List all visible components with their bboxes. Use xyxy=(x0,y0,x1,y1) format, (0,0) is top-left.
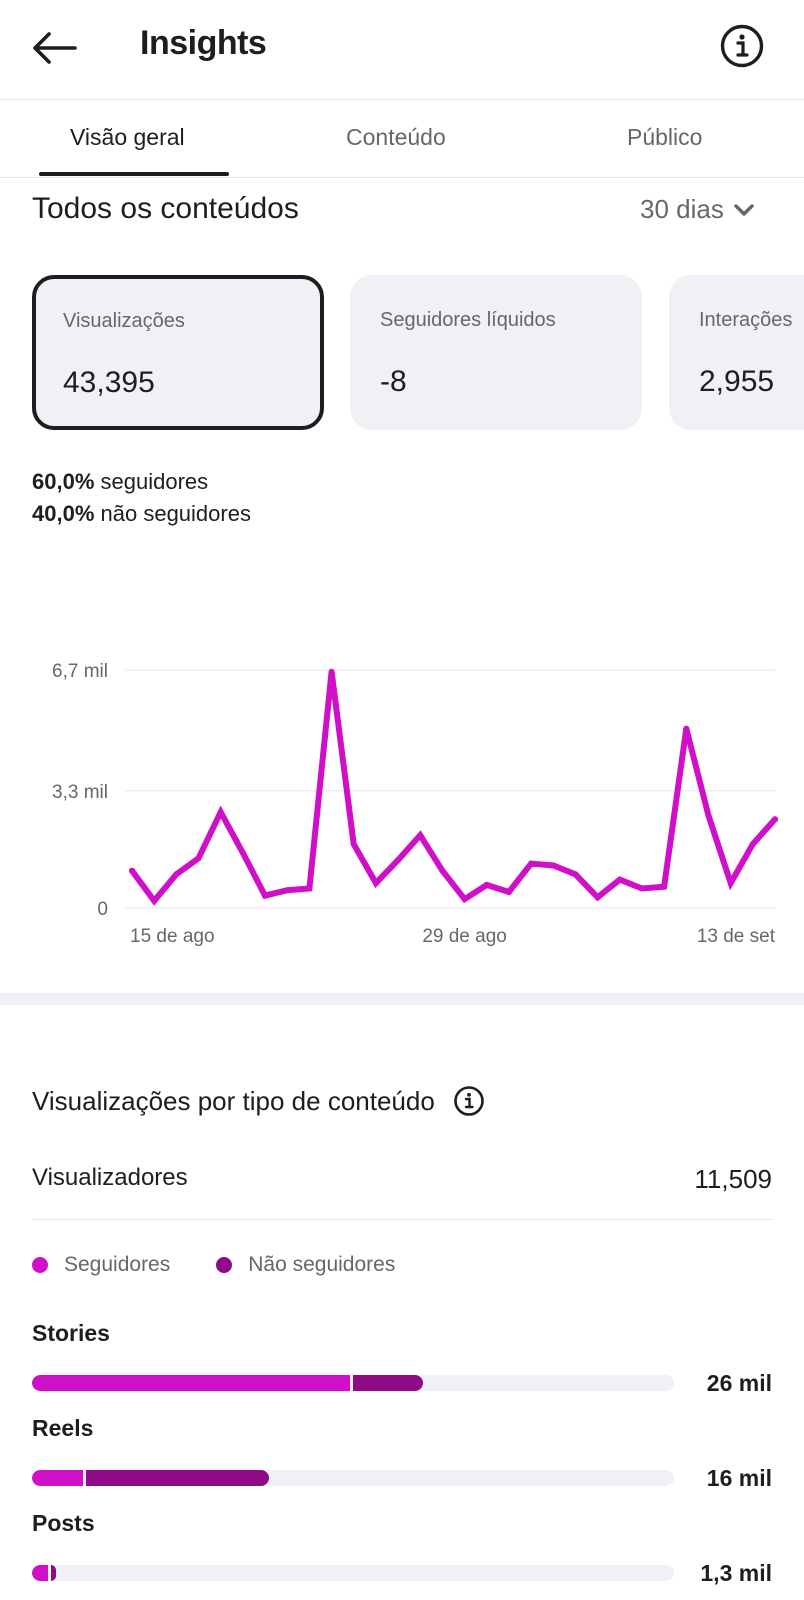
page-title: Insights xyxy=(140,24,267,62)
data-point xyxy=(661,883,668,890)
followers-segment xyxy=(32,1375,350,1391)
content-row-value: 26 mil xyxy=(706,1370,772,1396)
metric-card-label: Visualizações xyxy=(63,310,185,332)
data-point xyxy=(749,841,756,848)
followers-segment xyxy=(32,1470,84,1486)
content-row-value: 1,3 mil xyxy=(700,1560,772,1586)
legend-item-nonfollowers: Não seguidores xyxy=(216,1253,395,1277)
content-row-label: Posts xyxy=(32,1510,95,1536)
data-point xyxy=(439,867,446,874)
data-point xyxy=(350,841,357,848)
back-button[interactable] xyxy=(28,22,80,74)
metric-card-value: 2,955 xyxy=(699,365,775,398)
metric-card-views[interactable]: Visualizações 43,395 xyxy=(32,275,324,430)
arrow-left-icon xyxy=(33,32,77,64)
chevron-down-icon xyxy=(734,203,754,216)
y-tick-label: 3,3 mil xyxy=(52,782,108,803)
legend-label: Não seguidores xyxy=(248,1253,396,1276)
data-point xyxy=(173,871,180,878)
data-point xyxy=(217,809,224,816)
reels-bar[interactable] xyxy=(32,1470,674,1486)
data-point xyxy=(372,880,379,887)
audience-split: 60,0% seguidores 40,0% não seguidores xyxy=(32,466,251,530)
tab-audience[interactable]: Público xyxy=(627,124,703,150)
content-row-label: Reels xyxy=(32,1415,94,1441)
data-point xyxy=(129,867,135,874)
metric-card-value: 43,395 xyxy=(63,366,155,399)
period-dropdown[interactable]: 30 dias xyxy=(640,194,754,225)
content-row-value: 16 mil xyxy=(706,1465,772,1491)
data-point xyxy=(594,894,601,901)
viewers-label: Visualizadores xyxy=(32,1164,188,1191)
metric-card-value: -8 xyxy=(380,365,407,398)
data-point xyxy=(328,668,335,675)
tab-overview[interactable]: Visão geral xyxy=(70,124,185,150)
data-point xyxy=(395,857,402,864)
metric-card-net-followers[interactable]: Seguidores líquidos -8 xyxy=(350,275,642,430)
followers-percent: 60,0% xyxy=(32,469,95,494)
section-divider xyxy=(0,993,804,1005)
data-point xyxy=(772,816,778,823)
data-point xyxy=(705,812,712,819)
viewers-row: Visualizadores 11,509 xyxy=(32,1160,772,1220)
bar-legend: Seguidores Não seguidores xyxy=(32,1253,395,1277)
viewers-value: 11,509 xyxy=(694,1164,772,1194)
views-series-line xyxy=(129,671,778,906)
data-point xyxy=(505,889,512,896)
legend-dot xyxy=(32,1257,48,1273)
stories-bar[interactable] xyxy=(32,1375,674,1391)
x-tick-label: 13 de set xyxy=(697,926,776,947)
nonfollowers-percent: 40,0% xyxy=(32,501,95,526)
data-point xyxy=(151,897,158,904)
metric-card-label: Seguidores líquidos xyxy=(380,309,556,331)
app-header: Insights xyxy=(0,0,804,100)
content-row-label: Stories xyxy=(32,1320,110,1346)
active-tab-indicator xyxy=(39,172,229,176)
y-tick-label: 0 xyxy=(97,899,108,920)
data-point xyxy=(727,880,734,887)
content-type-title-text: Visualizações por tipo de conteúdo xyxy=(32,1085,435,1116)
data-point xyxy=(616,876,623,883)
data-point xyxy=(239,849,246,856)
data-point xyxy=(262,892,269,899)
data-point xyxy=(572,871,579,878)
legend-dot xyxy=(216,1257,233,1273)
data-point xyxy=(461,896,468,903)
period-label: 30 dias xyxy=(640,194,724,224)
views-line-chart[interactable]: 0 3,3 mil 6,7 mil 15 de ago 29 de ago 13 de s… xyxy=(0,640,804,960)
data-point xyxy=(306,885,313,892)
data-point xyxy=(528,860,535,867)
x-tick-label: 29 de ago xyxy=(422,926,507,947)
tab-bar: Visão geral Conteúdo Público xyxy=(0,100,804,178)
nonfollowers-label: não seguidores xyxy=(100,501,251,526)
info-icon xyxy=(720,24,764,68)
metric-card-label: Interações xyxy=(699,309,793,331)
posts-bar[interactable] xyxy=(32,1565,674,1581)
nonfollowers-segment xyxy=(51,1565,56,1581)
data-point xyxy=(195,855,202,862)
info-button[interactable] xyxy=(716,20,768,72)
data-point xyxy=(284,887,291,894)
followers-segment xyxy=(32,1565,49,1581)
data-point xyxy=(550,862,557,869)
x-tick-label: 15 de ago xyxy=(130,926,215,947)
legend-label: Seguidores xyxy=(64,1253,171,1276)
data-point xyxy=(638,885,645,892)
data-point xyxy=(417,832,424,839)
metric-card-interactions[interactable]: Interações 2,955 xyxy=(669,275,804,430)
nonfollowers-segment xyxy=(86,1470,270,1486)
followers-label: seguidores xyxy=(100,469,209,494)
data-point xyxy=(483,881,490,888)
nonfollowers-segment xyxy=(352,1375,424,1391)
info-icon[interactable] xyxy=(453,1085,485,1117)
content-type-title: Visualizações por tipo de conteúdo xyxy=(32,1085,485,1117)
data-point xyxy=(683,725,690,732)
y-tick-label: 6,7 mil xyxy=(52,661,108,682)
tab-content[interactable]: Conteúdo xyxy=(346,124,446,150)
legend-item-followers: Seguidores xyxy=(32,1253,170,1277)
section-title: Todos os conteúdos xyxy=(32,192,299,225)
